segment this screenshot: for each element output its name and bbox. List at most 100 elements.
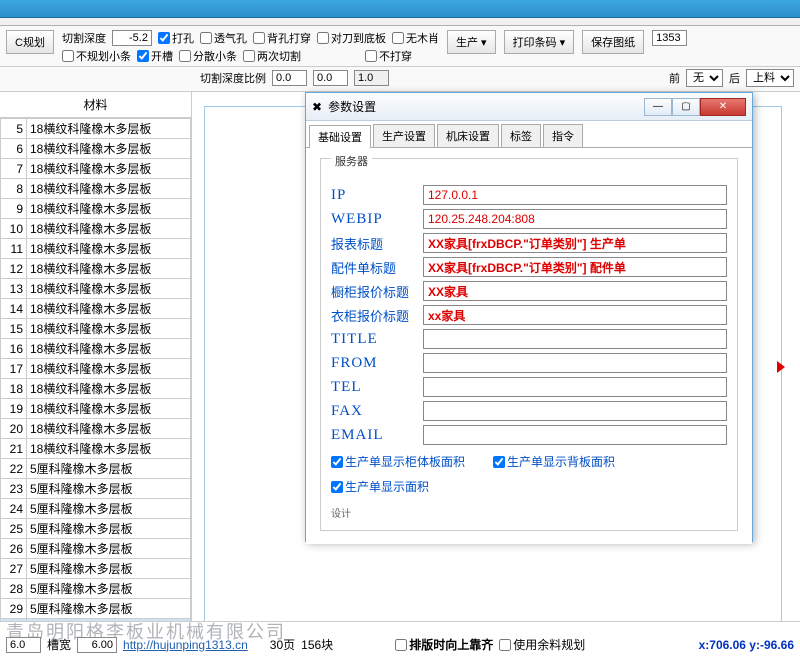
- watermark-url: http://hujunping1313.cn: [123, 638, 248, 652]
- email-input[interactable]: [423, 425, 727, 445]
- cut-depth-input[interactable]: [112, 30, 152, 46]
- gear-icon: ✖: [312, 100, 322, 114]
- table-row[interactable]: 275厘科隆橡木多层板: [1, 559, 191, 579]
- ratio-input-2[interactable]: [313, 70, 348, 86]
- code-input[interactable]: [652, 30, 687, 46]
- align-top-checkbox[interactable]: 排版时向上靠齐: [395, 636, 493, 653]
- fax-label: FAX: [331, 403, 423, 420]
- table-row[interactable]: 1018横纹科隆橡木多层板: [1, 219, 191, 239]
- design-label: 设计: [331, 505, 727, 520]
- no-through-checkbox[interactable]: 不打穿: [365, 48, 412, 64]
- from-label: FROM: [331, 355, 423, 372]
- material-grid[interactable]: 518横纹科隆橡木多层板618横纹科隆橡木多层板718横纹科隆橡木多层板818横…: [0, 118, 191, 648]
- back-label: 后: [729, 70, 740, 86]
- no-plan-small-checkbox[interactable]: 不规划小条: [62, 48, 131, 64]
- table-row[interactable]: 1118横纹科隆橡木多层板: [1, 239, 191, 259]
- status-val1[interactable]: [6, 637, 41, 653]
- show-back-area-checkbox[interactable]: 生产单显示背板面积: [493, 453, 615, 470]
- maximize-button[interactable]: ▢: [672, 98, 700, 116]
- table-row[interactable]: 2118横纹科隆橡木多层板: [1, 439, 191, 459]
- report-title-input[interactable]: [423, 233, 727, 253]
- tab-machine[interactable]: 机床设置: [437, 124, 499, 147]
- recut-checkbox[interactable]: 两次切割: [243, 48, 301, 64]
- slot-checkbox[interactable]: 开槽: [137, 48, 173, 64]
- window-titlebar: [0, 18, 800, 26]
- taskbar-strip: [0, 0, 800, 18]
- ratio-input-1[interactable]: [272, 70, 307, 86]
- save-drawing-button[interactable]: 保存图纸: [582, 30, 644, 54]
- barcode-button[interactable]: 打印条码 ▾: [504, 30, 575, 54]
- title-label: TITLE: [331, 331, 423, 348]
- main-toolbar: C规划 切割深度 打孔 透气孔 背孔打穿 对刀到底板 无木肖 不规划小条 开槽 …: [0, 26, 800, 67]
- table-row[interactable]: 295厘科隆橡木多层板: [1, 599, 191, 619]
- table-row[interactable]: 818横纹科隆橡木多层板: [1, 179, 191, 199]
- dialog-titlebar[interactable]: ✖ 参数设置 — ▢ ✕: [306, 93, 752, 121]
- table-row[interactable]: 618横纹科隆橡木多层板: [1, 139, 191, 159]
- parts-title-label: 配件单标题: [331, 258, 423, 277]
- table-row[interactable]: 1318横纹科隆橡木多层板: [1, 279, 191, 299]
- tool-bottom-checkbox[interactable]: 对刀到底板: [317, 30, 386, 46]
- table-row[interactable]: 1918横纹科隆橡木多层板: [1, 399, 191, 419]
- parts-title-input[interactable]: [423, 257, 727, 277]
- table-row[interactable]: 225厘科隆橡木多层板: [1, 459, 191, 479]
- table-row[interactable]: 918横纹科隆橡木多层板: [1, 199, 191, 219]
- dialog-tabs: 基础设置 生产设置 机床设置 标签 指令: [306, 121, 752, 148]
- ip-label: IP: [331, 187, 423, 204]
- close-button[interactable]: ✕: [700, 98, 746, 116]
- block-count: 156块: [301, 636, 333, 653]
- show-cabinet-area-checkbox[interactable]: 生产单显示柜体板面积: [331, 453, 465, 470]
- drill-checkbox[interactable]: 打孔: [158, 30, 194, 46]
- table-row[interactable]: 1818横纹科隆橡木多层板: [1, 379, 191, 399]
- table-row[interactable]: 235厘科隆橡木多层板: [1, 479, 191, 499]
- no-wood-checkbox[interactable]: 无木肖: [392, 30, 439, 46]
- email-label: EMAIL: [331, 427, 423, 444]
- title-input[interactable]: [423, 329, 727, 349]
- tel-input[interactable]: [423, 377, 727, 397]
- server-fieldset: 服务器 IP WEBIP 报表标题 配件单标题 橱柜报价标题 衣柜报价标题 TI…: [320, 158, 738, 531]
- front-label: 前: [669, 70, 680, 86]
- ratio-label: 切割深度比例: [200, 70, 266, 86]
- wardrobe-title-label: 衣柜报价标题: [331, 306, 423, 325]
- wardrobe-title-input[interactable]: [423, 305, 727, 325]
- from-input[interactable]: [423, 353, 727, 373]
- cursor-coordinates: x:706.06 y:-96.66: [699, 638, 794, 652]
- fax-input[interactable]: [423, 401, 727, 421]
- table-row[interactable]: 255厘科隆橡木多层板: [1, 519, 191, 539]
- back-select[interactable]: 上料: [746, 69, 794, 87]
- table-row[interactable]: 1618横纹科隆橡木多层板: [1, 339, 191, 359]
- table-row[interactable]: 1718横纹科隆橡木多层板: [1, 359, 191, 379]
- material-header: 材料: [0, 92, 191, 118]
- table-row[interactable]: 285厘科隆橡木多层板: [1, 579, 191, 599]
- tab-command[interactable]: 指令: [543, 124, 583, 147]
- show-area-checkbox[interactable]: 生产单显示面积: [331, 478, 429, 495]
- tab-basic[interactable]: 基础设置: [309, 125, 371, 148]
- tab-produce[interactable]: 生产设置: [373, 124, 435, 147]
- table-row[interactable]: 245厘科隆橡木多层板: [1, 499, 191, 519]
- back-drill-checkbox[interactable]: 背孔打穿: [253, 30, 311, 46]
- table-row[interactable]: 2018横纹科隆橡木多层板: [1, 419, 191, 439]
- table-row[interactable]: 1518横纹科隆橡木多层板: [1, 319, 191, 339]
- table-row[interactable]: 518横纹科隆橡木多层板: [1, 119, 191, 139]
- produce-button[interactable]: 生产 ▾: [447, 30, 496, 54]
- webip-label: WEBIP: [331, 211, 423, 228]
- table-row[interactable]: 1418横纹科隆橡木多层板: [1, 299, 191, 319]
- table-row[interactable]: 718横纹科隆橡木多层板: [1, 159, 191, 179]
- use-remain-checkbox[interactable]: 使用余料规划: [499, 636, 585, 653]
- table-row[interactable]: 265厘科隆橡木多层板: [1, 539, 191, 559]
- ip-input[interactable]: [423, 185, 727, 205]
- secondary-toolbar: 切割深度比例 前 无 后 上料: [0, 67, 800, 92]
- slot-width-input[interactable]: [77, 637, 117, 653]
- dialog-title: 参数设置: [328, 98, 376, 115]
- cabinet-title-input[interactable]: [423, 281, 727, 301]
- webip-input[interactable]: [423, 209, 727, 229]
- slot-width-label: 槽宽: [47, 636, 71, 653]
- front-select[interactable]: 无: [686, 69, 723, 87]
- table-row[interactable]: 1218横纹科隆橡木多层板: [1, 259, 191, 279]
- vent-checkbox[interactable]: 透气孔: [200, 30, 247, 46]
- minimize-button[interactable]: —: [644, 98, 672, 116]
- c-plan-button[interactable]: C规划: [6, 30, 54, 54]
- scatter-checkbox[interactable]: 分散小条: [179, 48, 237, 64]
- cabinet-title-label: 橱柜报价标题: [331, 282, 423, 301]
- cut-depth-label: 切割深度: [62, 30, 106, 46]
- tab-label[interactable]: 标签: [501, 124, 541, 147]
